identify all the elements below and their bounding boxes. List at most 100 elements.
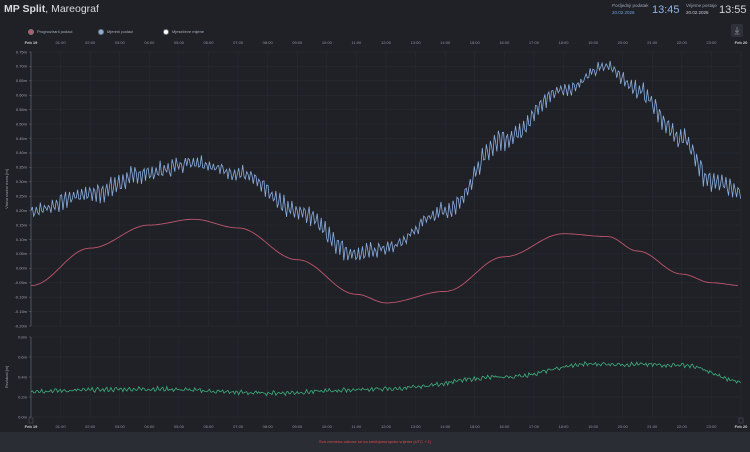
legend-item-forecast[interactable]: Prognozirani podaci [28,29,72,35]
x-tick-label: 16:00 [499,40,510,45]
x-tick-label: 12:00 [381,424,392,429]
x-tick-label: 15:00 [470,424,481,429]
y-tick-label: 0.15m [16,222,28,227]
x-tick-label: 20:00 [618,40,629,45]
x-tick-label: 04:00 [144,424,155,429]
y-tick-label: 0.4m [18,374,28,379]
y-tick-label: 0.65m [16,78,28,83]
x-tick-label: 01:00 [56,424,67,429]
x-tick-label: 13:00 [411,40,422,45]
y-tick-label: 0.2m [18,394,28,399]
measured-line [30,60,741,261]
x-tick-label: Feb 20 [735,40,748,45]
x-tick-label: 05:00 [174,424,185,429]
x-tick-label: 20:00 [618,424,629,429]
residual-line [30,361,741,397]
x-tick-label: 07:00 [233,40,244,45]
y-tick-label: 0.20m [16,208,28,213]
y-tick-label: -0.05m [15,280,28,285]
station-time-block: Vrijeme postaje 20.02.2026 13:55 [686,3,747,16]
y-axis-label: Rezidual [m] [4,366,9,388]
x-tick-label: 02:00 [85,424,96,429]
y-tick-label: -0.10m [15,294,28,299]
legend-item-measured[interactable]: Mjereni podaci [98,29,133,35]
x-tick-label: 14:00 [440,40,451,45]
x-tick-label: 02:00 [85,40,96,45]
x-tick-label: 18:00 [558,40,569,45]
y-tick-label: 0.8m [18,334,28,339]
x-tick-label: Feb 20 [735,424,748,429]
station-time-label: Vrijeme postaje [686,3,717,8]
last-data-block: Posljednji podatak 20.02.2026 13:45 [612,3,680,16]
x-tick-label: 14:00 [440,424,451,429]
y-tick-label: 0.60m [16,93,28,98]
x-tick-label: 17:00 [529,40,540,45]
y-tick-label: 0.0m [18,414,28,419]
range-handle-right[interactable] [738,417,744,424]
y-tick-label: 0.55m [16,107,28,112]
footer: Sva vremena odnose se na srednjoeuropsko… [0,432,750,452]
download-button[interactable] [731,24,743,37]
timezone-note: Sva vremena odnose se na srednjoeuropsko… [318,439,432,444]
x-tick-label: 10:00 [322,40,333,45]
legend-label: Mjesečeve mijene [172,29,205,35]
last-data-time: 13:45 [652,4,680,16]
x-tick-label: 22:00 [677,424,688,429]
y-axis-label: Visina razine mora [m] [4,169,9,209]
y-tick-label: -0.20m [15,323,28,328]
x-tick-label: 05:00 [174,40,185,45]
x-tick-label: 13:00 [411,424,422,429]
station-time-time: 13:55 [719,4,747,16]
x-tick-label: 15:00 [470,40,481,45]
y-tick-label: 0.50m [16,121,28,126]
x-tick-label: 06:00 [203,40,214,45]
x-tick-label: 10:00 [322,424,333,429]
y-tick-label: 0.6m [18,354,28,359]
x-tick-label: 03:00 [115,424,126,429]
grid [29,51,742,418]
y-tick-label: 0.05m [16,251,28,256]
x-tick-label: 19:00 [588,40,599,45]
y-tick-label: 0.25m [16,194,28,199]
x-tick-label: 11:00 [352,424,362,429]
x-tick-label: 08:00 [263,424,274,429]
y-tick-label: 0.40m [16,150,28,155]
x-tick-label: 01:00 [56,40,67,45]
forecast-line [30,218,739,304]
x-tick-label: 09:00 [292,40,303,45]
y-tick-label: 0.10m [16,237,28,242]
x-tick-label: Feb 19 [25,40,38,45]
x-tick-label: 21:00 [647,424,658,429]
legend-label: Prognozirani podaci [37,29,73,35]
legend-item-moon-phases[interactable]: Mjesečeve mijene [163,29,204,35]
range-handle-left[interactable] [28,417,34,424]
x-tick-label: 06:00 [203,424,214,429]
x-tick-label: Feb 19 [25,424,38,429]
tide-chart[interactable]: 0.75m 0.70m 0.65m 0.60m 0.55m 0.50m 0.45m 0.40m… [0,0,750,432]
legend-label: Mjereni podaci [107,29,134,35]
x-tick-label: 07:00 [233,424,244,429]
forecast-dot-icon [28,29,34,35]
y-tick-label: 0.00m [16,266,28,271]
moon-dot-icon [163,29,169,35]
page-title: MP Split, Mareograf [4,3,99,15]
header: MP Split, Mareograf Posljednji podatak 2… [0,0,750,24]
last-data-label: Posljednji podatak [612,3,649,8]
x-tick-label: 04:00 [144,40,155,45]
x-tick-label: 08:00 [263,40,274,45]
x-tick-label: 23:00 [706,40,717,45]
download-icon [734,27,740,35]
station-time-date: 20.02.2026 [686,10,709,15]
x-tick-label: 18:00 [558,424,569,429]
x-tick-label: 03:00 [115,40,126,45]
y-tick-label: 0.70m [16,64,28,69]
x-tick-label: 11:00 [352,40,362,45]
y-tick-label: 0.75m [16,49,28,54]
y-tick-label: 0.45m [16,136,28,141]
x-tick-label: 22:00 [677,40,688,45]
x-tick-label: 16:00 [499,424,510,429]
last-data-date: 20.02.2026 [612,10,635,15]
measured-dot-icon [98,29,104,35]
x-tick-label: 23:00 [706,424,717,429]
y-tick-label: 0.30m [16,179,28,184]
